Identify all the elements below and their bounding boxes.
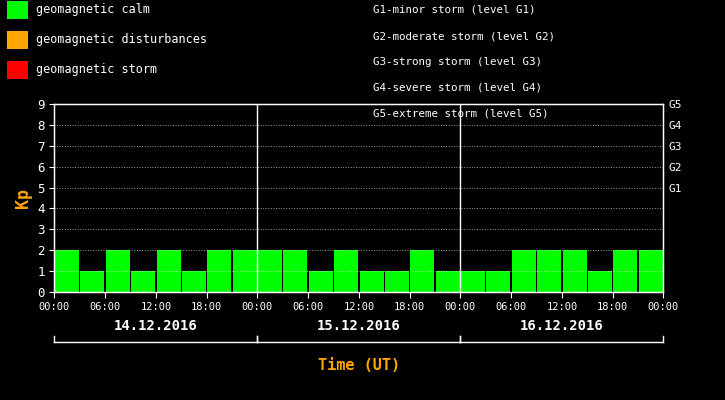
Bar <box>55 250 79 292</box>
Text: geomagnetic storm: geomagnetic storm <box>36 64 157 76</box>
Text: 16.12.2016: 16.12.2016 <box>520 319 604 333</box>
Bar <box>360 271 384 292</box>
Text: G1-minor storm (level G1): G1-minor storm (level G1) <box>373 5 536 15</box>
Bar <box>537 250 561 292</box>
Bar <box>410 250 434 292</box>
Text: Time (UT): Time (UT) <box>318 358 400 374</box>
Bar <box>486 271 510 292</box>
Bar <box>309 271 333 292</box>
Bar <box>182 271 206 292</box>
Text: G2-moderate storm (level G2): G2-moderate storm (level G2) <box>373 31 555 41</box>
Y-axis label: Kp: Kp <box>14 188 32 208</box>
Bar <box>334 250 358 292</box>
Text: G3-strong storm (level G3): G3-strong storm (level G3) <box>373 57 542 67</box>
Bar <box>233 250 257 292</box>
Text: geomagnetic calm: geomagnetic calm <box>36 4 150 16</box>
Text: G4-severe storm (level G4): G4-severe storm (level G4) <box>373 83 542 93</box>
Bar <box>207 250 231 292</box>
Bar <box>106 250 130 292</box>
Bar <box>258 250 282 292</box>
Bar <box>588 271 612 292</box>
Bar <box>283 250 307 292</box>
Bar <box>563 250 587 292</box>
Bar <box>80 271 104 292</box>
Text: G5-extreme storm (level G5): G5-extreme storm (level G5) <box>373 109 549 119</box>
Bar <box>157 250 181 292</box>
Bar <box>613 250 637 292</box>
Text: geomagnetic disturbances: geomagnetic disturbances <box>36 34 207 46</box>
Bar <box>385 271 409 292</box>
Bar <box>436 271 460 292</box>
Text: 15.12.2016: 15.12.2016 <box>317 319 401 333</box>
Bar <box>461 271 485 292</box>
Bar <box>512 250 536 292</box>
Bar <box>131 271 155 292</box>
Text: 14.12.2016: 14.12.2016 <box>114 319 198 333</box>
Bar <box>639 250 663 292</box>
